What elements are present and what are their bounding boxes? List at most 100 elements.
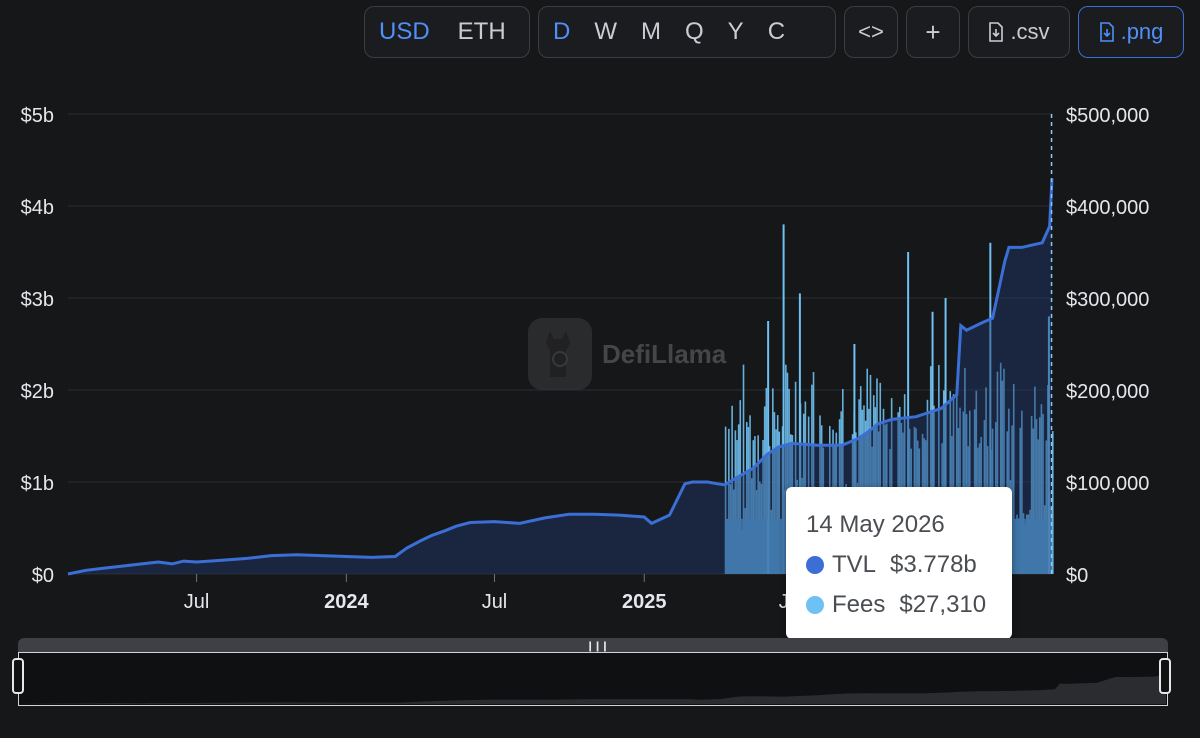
fees-bar [859, 386, 862, 574]
tvl-area [68, 178, 1052, 574]
y-right-tick-label: $100,000 [1066, 473, 1149, 495]
fees-bar [1021, 410, 1023, 574]
slider-window[interactable] [18, 652, 1168, 706]
y-right-tick-label: $200,000 [1066, 381, 1149, 403]
fees-bar [1047, 384, 1049, 574]
slider-track[interactable]: ❙❙❙ [18, 638, 1168, 652]
fees-bar [1003, 368, 1005, 574]
mini-area [19, 671, 1166, 704]
fees-bar [752, 440, 755, 574]
csv-label: .csv [1010, 19, 1050, 44]
fees-bar [768, 446, 771, 574]
tooltip-value: $27,310 [899, 591, 987, 618]
fees-bar [929, 366, 932, 574]
fees-bar [949, 391, 952, 574]
fees-spike [853, 344, 856, 574]
y-right-tick-label: $300,000 [1066, 289, 1149, 311]
y-left-tick-label: $5b [21, 105, 54, 127]
fees-bar [938, 364, 940, 574]
download-png-button[interactable]: .png [1078, 6, 1184, 58]
tvl-fees-chart[interactable]: $0 $1b $2b $3b $4b $5b $0 $100,000 $200,000 $300… [0, 0, 1200, 630]
tvl-line [67, 178, 1054, 576]
fees-spike [798, 293, 801, 574]
fees-spike [1047, 316, 1050, 574]
fees-bar [745, 422, 748, 574]
fees-bar [1045, 440, 1048, 574]
fees-bar [754, 436, 756, 574]
interval-daily[interactable]: D [553, 18, 571, 45]
x-tick-label: Jul [184, 591, 210, 613]
fees-bar [742, 364, 745, 574]
fees-bar [858, 399, 860, 574]
fees-bar [776, 415, 779, 574]
x-tick-label: Jul [482, 591, 508, 613]
fees-bar [781, 426, 784, 574]
fees-bar [786, 372, 789, 574]
currency-eth[interactable]: ETH [457, 18, 506, 45]
tvl-legend-dot [806, 556, 824, 574]
currency-toggle: USD ETH [364, 6, 530, 58]
slider-right-handle[interactable] [1159, 658, 1171, 694]
x-tick-label: 2024 [324, 591, 369, 613]
fees-bar [890, 398, 893, 574]
fees-bar [999, 362, 1002, 574]
fees-bar [1032, 428, 1035, 574]
fees-spike [944, 298, 947, 574]
fees-bar [785, 364, 787, 574]
interval-yearly[interactable]: Y [727, 18, 744, 45]
fees-bar [1034, 386, 1036, 574]
y-left-tick-label: $2b [21, 381, 54, 403]
tooltip-value: $3.778b [890, 551, 977, 578]
fees-bar [964, 367, 966, 574]
grip-icon[interactable]: ❙❙❙ [586, 641, 609, 652]
download-icon [989, 22, 1004, 42]
fees-bar [773, 412, 776, 574]
fees-bar [724, 426, 727, 574]
interval-monthly[interactable]: M [641, 18, 661, 45]
currency-usd[interactable]: USD [379, 18, 430, 45]
fees-bar [757, 435, 759, 574]
embed-button[interactable]: <> [844, 6, 898, 58]
fees-bar [1040, 404, 1043, 574]
fees-legend-dot [806, 596, 824, 614]
fees-bar [1042, 413, 1044, 574]
interval-toggle: D W M Q Y C [538, 6, 836, 58]
fees-bar [903, 394, 906, 574]
fees-bar [812, 371, 815, 574]
fees-bar [778, 431, 781, 574]
fees-bar [811, 384, 813, 574]
interval-quarterly[interactable]: Q [685, 18, 704, 45]
fees-bar [728, 428, 730, 574]
interval-weekly[interactable]: W [594, 18, 617, 45]
watermark: DefiLlama [528, 318, 726, 390]
fees-bar [794, 381, 797, 574]
fees-bar [842, 388, 844, 574]
fees-bar [1035, 419, 1038, 574]
fees-bar [772, 388, 774, 574]
fees-bar [1012, 383, 1015, 574]
fees-bar [869, 374, 872, 574]
fees-bar [765, 387, 768, 574]
fees-bar [1001, 380, 1004, 574]
y-left-tick-label: $4b [21, 197, 54, 219]
slider-preview [19, 671, 1166, 704]
range-slider[interactable]: ❙❙❙ [12, 638, 1171, 706]
slider-left-handle[interactable] [12, 658, 24, 694]
add-button[interactable]: + [906, 6, 960, 58]
fees-bar [731, 405, 733, 574]
fees-bar [1052, 431, 1054, 574]
interval-cumulative[interactable]: C [767, 18, 786, 45]
fees-spike [931, 311, 934, 574]
y-right-tick-label: $500,000 [1066, 105, 1149, 127]
fees-spike [767, 321, 770, 574]
fees-bar [952, 394, 955, 574]
fees-bar [1037, 439, 1039, 574]
fees-bar [1030, 415, 1033, 574]
fees-bar [942, 390, 945, 574]
y-left-tick-label: $3b [21, 289, 54, 311]
fees-bar [866, 368, 869, 574]
x-tick-label: 2025 [622, 591, 667, 613]
fees-bar [1038, 417, 1041, 574]
fees-bar [1011, 425, 1013, 574]
download-csv-button[interactable]: .csv [968, 6, 1070, 58]
